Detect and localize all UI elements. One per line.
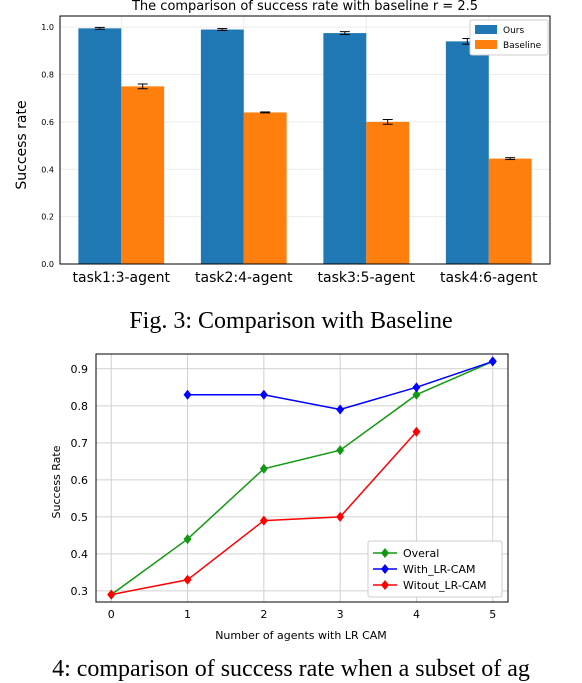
legend: Ours Baseline: [469, 19, 549, 56]
data-point: [259, 515, 268, 526]
y-tick-label: 0.5: [71, 511, 89, 524]
chart-title: The comparison of success rate with base…: [131, 0, 478, 14]
legend-marker: [381, 548, 389, 558]
data-point: [336, 445, 345, 456]
y-tick-label: 0.6: [41, 118, 54, 127]
x-tick-label: task2:4-agent: [195, 270, 293, 286]
legend-label: Overal: [403, 547, 439, 560]
bar: [243, 112, 287, 265]
data-point: [183, 534, 192, 545]
series-line: [110, 360, 494, 596]
x-tick-label: 3: [337, 608, 344, 621]
bar: [200, 29, 244, 265]
y-tick-label: 0.3: [71, 585, 89, 598]
legend-swatch: [475, 25, 497, 34]
x-tick-label: task3:5-agent: [318, 270, 416, 286]
y-axis-label: Success Rate: [50, 445, 63, 518]
y-tick-label: 0.9: [71, 363, 89, 376]
bar: [488, 158, 532, 264]
data-point: [107, 589, 116, 600]
x-tick-label: 1: [184, 608, 191, 621]
data-point: [183, 389, 192, 400]
legend-box: [367, 540, 503, 598]
y-tick-label: 0.4: [71, 548, 89, 561]
x-tick-label: task4:6-agent: [440, 270, 538, 286]
figure-caption: 4: comparison of success rate when a sub…: [52, 656, 530, 682]
y-tick-label: 0.6: [71, 474, 89, 487]
data-point: [488, 356, 497, 367]
legend-swatch: [475, 40, 497, 49]
data-point: [412, 382, 421, 393]
data-point: [412, 389, 421, 400]
legend-label: Witout_LR-CAM: [403, 579, 487, 592]
bar: [366, 121, 410, 265]
data-point: [336, 404, 345, 415]
bar: [323, 33, 367, 265]
x-tick-label: task1:3-agent: [73, 270, 171, 286]
legend-label: Baseline: [503, 41, 542, 51]
line-chart: 0.3 0.4 0.5 0.6 0.7 0.8 0.9 0 1 2 3 4 5 Number of ag…: [50, 353, 509, 642]
data-point: [259, 463, 268, 474]
bar: [78, 28, 122, 264]
x-tick-label: 5: [489, 608, 496, 621]
y-tick-label: 0.8: [71, 400, 89, 413]
x-tick-label: 4: [413, 608, 420, 621]
plot-frame: [59, 15, 551, 265]
bar: [121, 86, 165, 265]
plot-frame: [95, 353, 509, 603]
x-tick-label: 2: [260, 608, 267, 621]
legend-label: Ours: [503, 26, 524, 36]
x-axis-label: Number of agents with LR CAM: [215, 629, 387, 642]
bar: [445, 41, 489, 265]
legend-marker: [381, 564, 389, 574]
y-tick-label: 0.2: [41, 213, 54, 222]
y-tick-label: 0.4: [41, 165, 54, 174]
data-point: [336, 511, 345, 522]
data-point: [412, 426, 421, 437]
y-tick-label: 0.8: [41, 71, 54, 80]
data-point: [259, 389, 268, 400]
bar-chart: The comparison of success rate with base…: [14, 0, 551, 286]
data-point: [183, 574, 192, 585]
legend: Overal With_LR-CAM Witout_LR-CAM: [367, 540, 503, 598]
legend-label: With_LR-CAM: [403, 563, 475, 576]
x-tick-label: 0: [108, 608, 115, 621]
figure-caption: Fig. 3: Comparison with Baseline: [129, 308, 453, 334]
legend-marker: [381, 580, 389, 590]
y-tick-label: 0.0: [41, 260, 54, 269]
y-axis-label: Success rate: [14, 100, 30, 189]
y-tick-label: 1.0: [41, 23, 54, 32]
y-tick-label: 0.7: [71, 437, 89, 450]
